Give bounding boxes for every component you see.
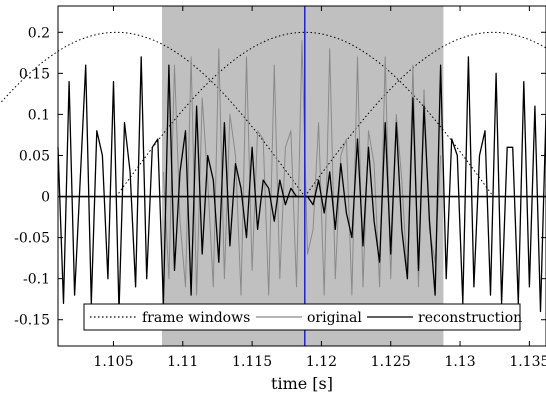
x-axis-label: time [s] (271, 374, 333, 393)
x-tick-label: 1.13 (444, 354, 475, 370)
plot-frame (57, 5, 546, 347)
y-tick-label: 0.1 (28, 107, 50, 123)
legend-label-1: original (307, 310, 362, 326)
legend-label-0: frame windows (142, 310, 250, 326)
y-tick-label: 0 (41, 190, 50, 206)
y-tick-label: -0.05 (14, 231, 50, 247)
y-tick-label: -0.1 (23, 272, 50, 288)
markers-layer (58, 6, 546, 346)
ticks-layer: 1.105 1.11 1.115 1.12 1.125 1.13 1.135 0.2 0.15 0… (14, 6, 546, 370)
y-tick-label: 0.05 (19, 148, 50, 164)
x-tick-label: 1.11 (167, 354, 198, 370)
y-tick-label: -0.15 (14, 313, 50, 329)
frame-window-curve-0 (0, 31, 306, 197)
legend: frame windows original reconstruction (83, 303, 522, 331)
x-tick-label: 1.125 (371, 354, 411, 370)
x-tick-label: 1.12 (306, 354, 337, 370)
frame-window-curve-1 (115, 31, 494, 197)
x-tick-label: 1.135 (509, 354, 546, 370)
y-tick-label: 0.15 (19, 66, 50, 82)
y-tick-label: 0.2 (28, 25, 50, 41)
frame-windows-layer (0, 31, 546, 197)
x-tick-label: 1.115 (232, 354, 272, 370)
legend-label-2: reconstruction (418, 310, 522, 326)
x-tick-label: 1.105 (93, 354, 133, 370)
